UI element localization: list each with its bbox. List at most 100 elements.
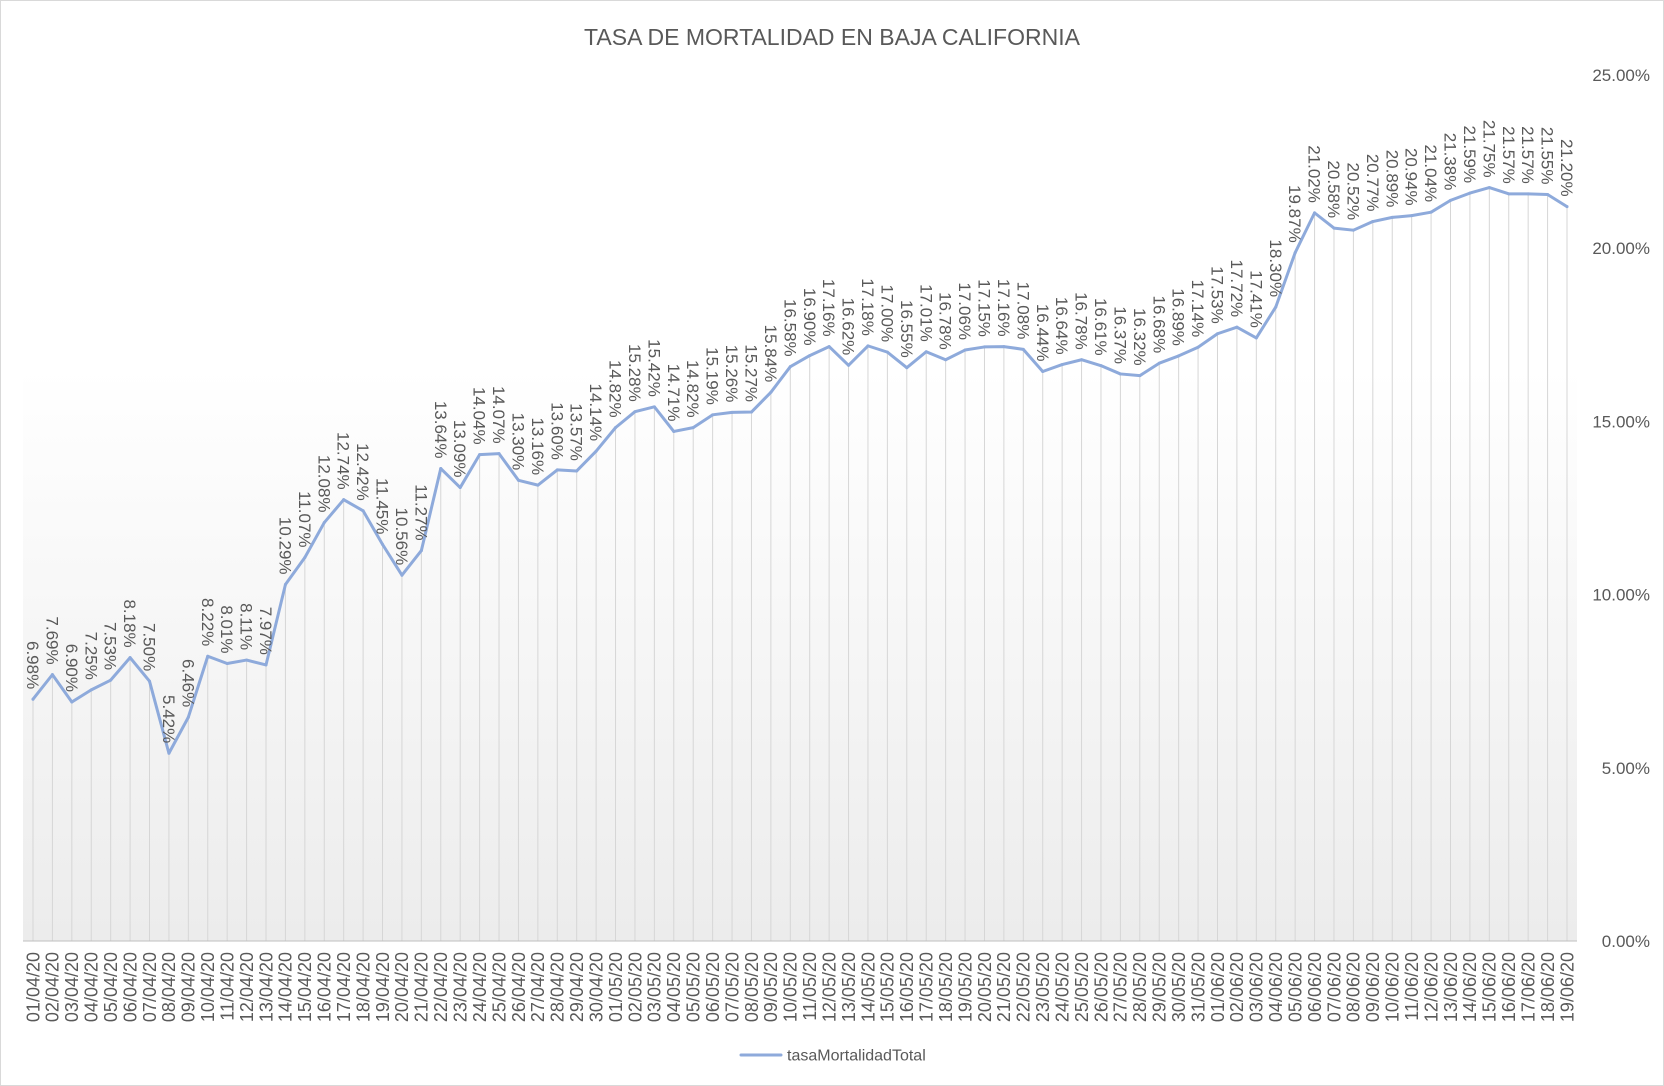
- data-point: [1041, 370, 1045, 374]
- data-label: 21.57%: [1518, 126, 1537, 184]
- data-label: 20.89%: [1382, 150, 1401, 208]
- data-label: 15.26%: [722, 345, 741, 403]
- data-label: 8.18%: [120, 599, 139, 647]
- data-point: [1060, 363, 1064, 367]
- data-point: [982, 345, 986, 349]
- data-label: 6.98%: [23, 641, 42, 689]
- data-label: 21.38%: [1441, 133, 1460, 191]
- x-tick-label: 04/05/20: [664, 952, 684, 1022]
- x-tick-label: 16/06/20: [1499, 952, 1519, 1022]
- x-tick-label: 14/04/20: [276, 952, 296, 1022]
- data-label: 19.87%: [1285, 185, 1304, 243]
- x-tick-label: 12/06/20: [1421, 952, 1441, 1022]
- data-point: [1468, 191, 1472, 195]
- data-point: [1157, 361, 1161, 365]
- data-point: [885, 350, 889, 354]
- x-tick-label: 27/05/20: [1111, 952, 1131, 1022]
- data-point: [866, 344, 870, 348]
- data-point: [167, 751, 171, 755]
- data-point: [1177, 354, 1181, 358]
- data-label: 8.11%: [237, 603, 256, 650]
- data-label: 17.53%: [1208, 266, 1227, 324]
- data-point: [1351, 228, 1355, 232]
- x-tick-label: 09/05/20: [761, 952, 781, 1022]
- data-label: 17.16%: [819, 279, 838, 337]
- x-tick-label: 01/04/20: [23, 952, 43, 1022]
- x-tick-label: 18/04/20: [353, 952, 373, 1022]
- data-label: 11.27%: [411, 484, 430, 540]
- x-tick-label: 10/04/20: [198, 952, 218, 1022]
- data-point: [50, 673, 54, 677]
- data-label: 21.59%: [1460, 125, 1479, 183]
- x-tick-label: 11/04/20: [217, 952, 237, 1021]
- x-tick-label: 26/05/20: [1091, 952, 1111, 1022]
- data-point: [808, 354, 812, 358]
- data-label: 12.74%: [334, 432, 353, 490]
- x-tick-label: 09/04/20: [179, 952, 199, 1022]
- x-tick-label: 06/05/20: [703, 952, 723, 1022]
- data-label: 20.52%: [1343, 163, 1362, 221]
- data-point: [245, 658, 249, 662]
- data-label: 8.01%: [217, 605, 236, 653]
- x-tick-label: 13/04/20: [256, 952, 276, 1022]
- data-point: [944, 358, 948, 362]
- data-label: 13.16%: [528, 417, 547, 475]
- data-point: [1215, 332, 1219, 336]
- x-tick-label: 05/05/20: [684, 952, 704, 1022]
- data-label: 15.27%: [742, 344, 761, 402]
- data-label: 14.82%: [606, 360, 625, 418]
- x-tick-label: 28/05/20: [1130, 952, 1150, 1022]
- x-tick-label: 01/05/20: [606, 952, 626, 1022]
- data-label: 14.04%: [470, 387, 489, 445]
- data-label: 17.06%: [955, 282, 974, 340]
- x-tick-label: 17/06/20: [1518, 952, 1538, 1022]
- data-label: 16.55%: [897, 300, 916, 358]
- data-label: 13.30%: [508, 413, 527, 471]
- data-point: [924, 350, 928, 354]
- x-tick-label: 15/05/20: [878, 952, 898, 1022]
- x-tick-label: 21/05/20: [994, 952, 1014, 1022]
- data-label: 16.78%: [936, 292, 955, 350]
- data-label: 13.57%: [567, 403, 586, 461]
- x-tick-label: 24/04/20: [470, 952, 490, 1022]
- y-tick-label: 20.00%: [1592, 239, 1650, 258]
- x-tick-label: 11/06/20: [1402, 952, 1422, 1021]
- data-point: [1080, 358, 1084, 362]
- data-point: [264, 663, 268, 667]
- x-tick-label: 27/04/20: [528, 952, 548, 1022]
- data-point: [1293, 251, 1297, 255]
- data-point: [847, 363, 851, 367]
- data-label: 21.20%: [1557, 139, 1576, 197]
- data-label: 14.82%: [683, 360, 702, 418]
- data-point: [322, 521, 326, 525]
- data-point: [730, 410, 734, 414]
- data-label: 16.68%: [1149, 296, 1168, 354]
- x-tick-label: 16/04/20: [315, 952, 335, 1022]
- data-point: [1526, 192, 1530, 196]
- data-point: [439, 467, 443, 471]
- data-label: 13.64%: [431, 401, 450, 459]
- x-tick-label: 19/04/20: [373, 952, 393, 1022]
- x-tick-label: 11/05/20: [800, 952, 820, 1021]
- data-label: 12.42%: [353, 443, 372, 501]
- x-tick-label: 06/04/20: [120, 952, 140, 1022]
- data-point: [89, 688, 93, 692]
- data-point: [1332, 226, 1336, 230]
- x-tick-label: 01/06/20: [1208, 952, 1228, 1022]
- x-tick-label: 02/04/20: [43, 952, 63, 1022]
- data-label: 17.15%: [975, 279, 994, 337]
- data-point: [1429, 210, 1433, 214]
- data-point: [1254, 336, 1258, 340]
- data-point: [186, 715, 190, 719]
- data-label: 7.69%: [42, 616, 61, 664]
- x-tick-label: 12/05/20: [819, 952, 839, 1022]
- x-tick-label: 04/06/20: [1266, 952, 1286, 1022]
- data-label: 10.56%: [392, 508, 411, 566]
- data-point: [225, 662, 229, 666]
- x-tick-label: 25/05/20: [1072, 952, 1092, 1022]
- data-point: [788, 365, 792, 369]
- x-tick-label: 03/04/20: [62, 952, 82, 1022]
- data-point: [458, 486, 462, 490]
- data-label: 17.14%: [1188, 280, 1207, 338]
